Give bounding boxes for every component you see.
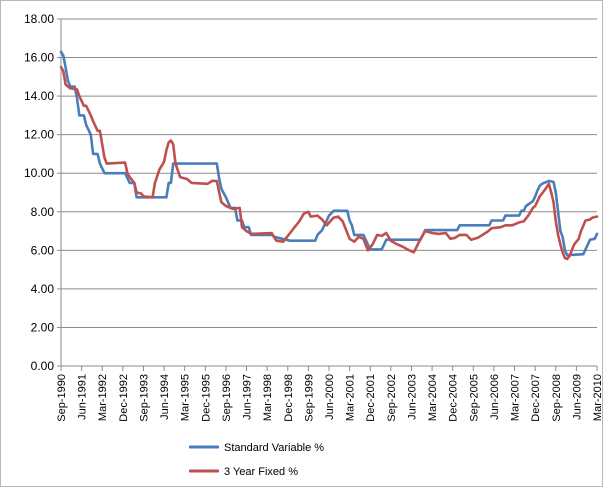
- y-tick-label: 2.00: [31, 320, 55, 334]
- y-tick-label: 14.00: [24, 89, 54, 103]
- series-line-standard-variable: [59, 50, 599, 257]
- y-tick-label: 8.00: [31, 205, 55, 219]
- y-tick-labels: 0.00 2.00 4.00 6.00 8.00 10.00 12.00 14.00 16.00…: [24, 12, 54, 373]
- x-tick-label: Dec-1992: [118, 374, 130, 422]
- legend: Standard Variable % 3 Year Fixed %: [189, 442, 324, 478]
- x-tick-label: Sep-2008: [551, 374, 563, 422]
- y-tick-label: 16.00: [24, 51, 54, 65]
- x-tick-label: Sep-1996: [221, 374, 233, 422]
- x-tick-label: Jun-2006: [489, 374, 501, 420]
- x-tick-label: Dec-1995: [200, 374, 212, 422]
- x-tick-label: Jun-1994: [159, 374, 171, 420]
- legend-label: Standard Variable %: [224, 442, 324, 454]
- x-tick-label: Jun-2000: [324, 374, 336, 420]
- x-tick-label: Sep-2002: [386, 374, 398, 422]
- y-tick-label: 4.00: [31, 282, 55, 296]
- x-tick-label: Sep-1993: [138, 374, 150, 422]
- x-tick-labels: Sep-1990 Jun-1991 Mar-1992 Dec-1992 Sep-1993…: [56, 374, 602, 422]
- x-tick-label: Sep-1999: [303, 374, 315, 422]
- x-tick-label: Dec-2001: [365, 374, 377, 422]
- x-tick-label: Mar-2010: [592, 374, 602, 421]
- x-tick-label: Jun-1991: [77, 374, 89, 420]
- x-tick-label: Dec-2007: [530, 374, 542, 422]
- y-tick-label: 6.00: [31, 243, 55, 257]
- x-tick-label: Sep-2005: [468, 374, 480, 422]
- x-tick-label: Sep-1990: [56, 374, 68, 422]
- y-tick-label: 10.00: [24, 166, 54, 180]
- x-tick-label: Mar-2007: [510, 374, 522, 421]
- series-line-three-year-fixed: [59, 65, 599, 261]
- y-tick-label: 0.00: [31, 359, 55, 373]
- x-tick-label: Mar-1992: [97, 374, 109, 421]
- legend-label: 3 Year Fixed %: [224, 466, 298, 478]
- x-tick-label: Mar-1995: [180, 374, 192, 421]
- y-tick-label: 18.00: [24, 12, 54, 26]
- x-tick-label: Jun-2009: [571, 374, 583, 420]
- x-tick-label: Jun-2003: [406, 374, 418, 420]
- x-tick-label: Dec-1998: [283, 374, 295, 422]
- series-lines: [59, 50, 599, 261]
- x-tick-label: Mar-2004: [427, 374, 439, 421]
- x-tick-label: Dec-2004: [448, 374, 460, 422]
- x-tick-label: Jun-1997: [242, 374, 254, 420]
- x-tick-label: Mar-1998: [262, 374, 274, 421]
- y-tick-label: 12.00: [24, 128, 54, 142]
- axes: [57, 18, 598, 371]
- x-tick-label: Mar-2001: [345, 374, 357, 421]
- gridlines: [61, 18, 597, 328]
